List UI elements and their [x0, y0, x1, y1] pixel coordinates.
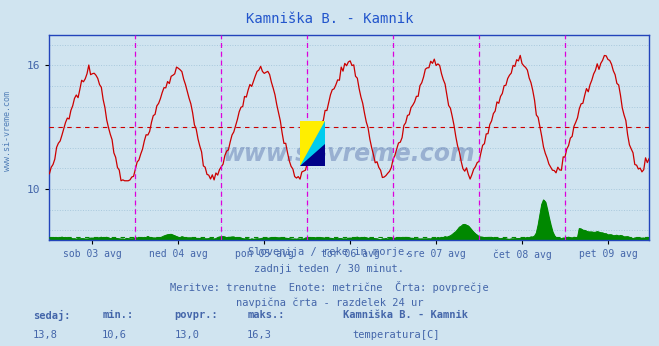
Text: 13,0: 13,0: [175, 330, 200, 340]
Text: www.si-vreme.com: www.si-vreme.com: [3, 91, 13, 172]
Text: sedaj:: sedaj:: [33, 310, 71, 321]
Text: www.si-vreme.com: www.si-vreme.com: [223, 142, 476, 166]
Text: temperatura[C]: temperatura[C]: [353, 330, 440, 340]
Polygon shape: [300, 121, 325, 166]
Text: Kamniška B. - Kamnik: Kamniška B. - Kamnik: [343, 310, 468, 320]
Text: 13,8: 13,8: [33, 330, 58, 340]
Text: Kamniška B. - Kamnik: Kamniška B. - Kamnik: [246, 12, 413, 26]
Text: Slovenija / reke in morje.: Slovenija / reke in morje.: [248, 247, 411, 257]
Polygon shape: [300, 121, 325, 166]
Text: maks.:: maks.:: [247, 310, 285, 320]
Text: zadnji teden / 30 minut.: zadnji teden / 30 minut.: [254, 264, 405, 274]
Text: 10,6: 10,6: [102, 330, 127, 340]
Text: navpična črta - razdelek 24 ur: navpična črta - razdelek 24 ur: [236, 297, 423, 308]
Text: povpr.:: povpr.:: [175, 310, 218, 320]
Polygon shape: [300, 144, 325, 166]
Text: Meritve: trenutne  Enote: metrične  Črta: povprečje: Meritve: trenutne Enote: metrične Črta: …: [170, 281, 489, 293]
Text: 16,3: 16,3: [247, 330, 272, 340]
Text: min.:: min.:: [102, 310, 133, 320]
